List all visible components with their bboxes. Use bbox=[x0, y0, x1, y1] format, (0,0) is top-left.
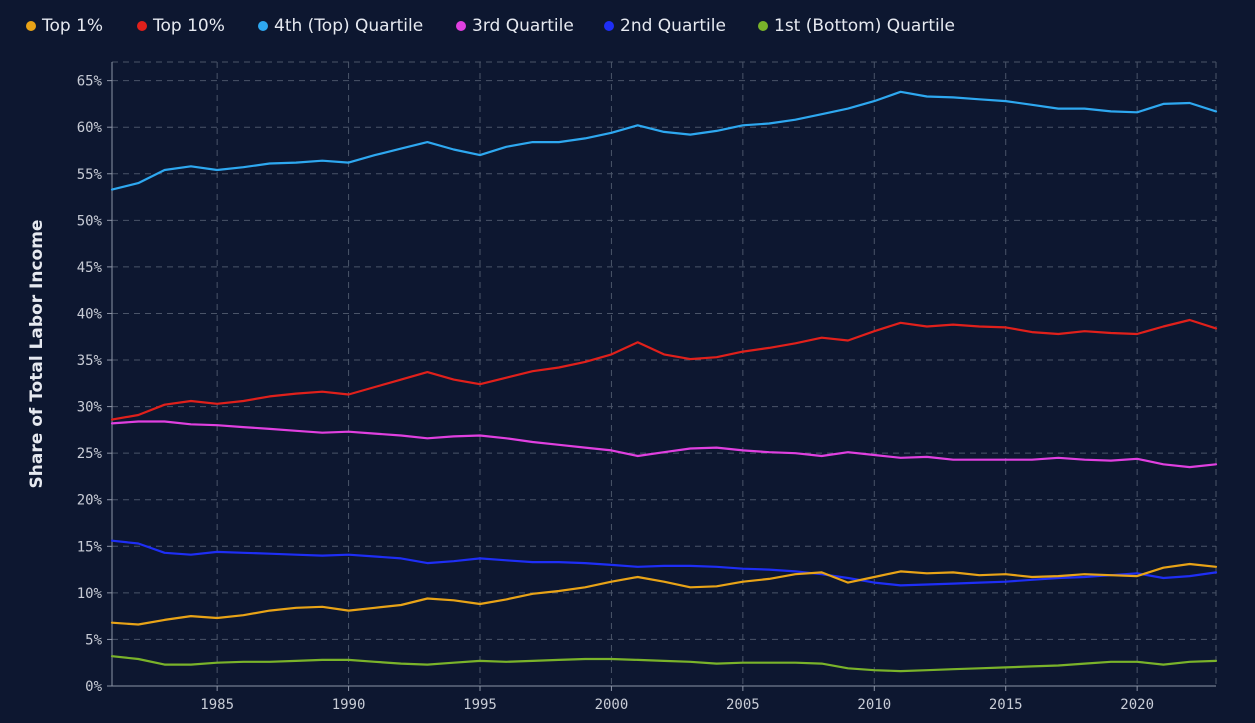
legend-swatch-top-10 bbox=[137, 21, 147, 31]
y-tick-label-25: 25% bbox=[77, 446, 103, 462]
y-tick-label-30: 30% bbox=[77, 400, 103, 416]
grid bbox=[112, 61, 1217, 686]
y-tick-label-50: 50% bbox=[77, 213, 103, 229]
series-line-top-10 bbox=[110, 318, 1218, 421]
y-tick-label-5: 5% bbox=[85, 632, 102, 648]
y-tick-label-20: 20% bbox=[77, 493, 103, 509]
legend-label-top-1: Top 1% bbox=[42, 16, 104, 36]
y-tick-label-0: 0% bbox=[85, 679, 102, 695]
series-lines bbox=[110, 90, 1218, 673]
x-tick-label-2020: 2020 bbox=[1120, 697, 1154, 713]
y-axis-title: Share of Total Labor Income bbox=[27, 220, 47, 489]
y-tick-label-15: 15% bbox=[77, 539, 103, 555]
legend-label-1st-quartile: 1st (Bottom) Quartile bbox=[774, 16, 955, 36]
legend-label-top-10: Top 10% bbox=[153, 16, 225, 36]
x-tick-label-1985: 1985 bbox=[200, 697, 234, 713]
legend-label-3rd-quartile: 3rd Quartile bbox=[472, 16, 574, 36]
x-tick-label-2005: 2005 bbox=[726, 697, 760, 713]
x-tick-label-2010: 2010 bbox=[857, 697, 891, 713]
x-tick-label-1990: 1990 bbox=[332, 697, 366, 713]
legend-label-2nd-quartile: 2nd Quartile bbox=[620, 16, 726, 36]
y-tick-label-65: 65% bbox=[77, 74, 103, 90]
y-tick-label-35: 35% bbox=[77, 353, 103, 369]
series-line-3rd-quartile bbox=[110, 420, 1218, 469]
tick-labels: 0% 5% 10% 15% 20% 25% 30% 35% 40% 45% 50% 55% 60% 65%… bbox=[77, 74, 1154, 713]
legend-swatch-3rd-quartile bbox=[456, 21, 466, 31]
y-tick-label-45: 45% bbox=[77, 260, 103, 276]
x-tick-label-2015: 2015 bbox=[989, 697, 1023, 713]
x-tick-label-2000: 2000 bbox=[595, 697, 629, 713]
series-line-top-1 bbox=[110, 562, 1218, 626]
legend-swatch-top-1 bbox=[26, 21, 36, 31]
legend-swatch-1st-quartile bbox=[758, 21, 768, 31]
series-line-4th-top-quartile bbox=[110, 90, 1218, 191]
legend: Top 1% Top 10% 4th (Top) Quartile 3rd Qu… bbox=[0, 0, 1255, 52]
legend-swatch-2nd-quartile bbox=[604, 21, 614, 31]
legend-label-4th-quartile: 4th (Top) Quartile bbox=[274, 16, 424, 36]
y-tick-label-10: 10% bbox=[77, 586, 103, 602]
x-tick-label-1995: 1995 bbox=[463, 697, 497, 713]
y-tick-label-60: 60% bbox=[77, 120, 103, 136]
y-tick-label-40: 40% bbox=[77, 306, 103, 322]
series-line-1st-bottom-quartile bbox=[110, 655, 1218, 673]
y-tick-label-55: 55% bbox=[77, 167, 103, 183]
legend-swatch-4th-quartile bbox=[258, 21, 268, 31]
axes bbox=[107, 62, 1216, 691]
series-line-2nd-quartile bbox=[110, 539, 1218, 587]
